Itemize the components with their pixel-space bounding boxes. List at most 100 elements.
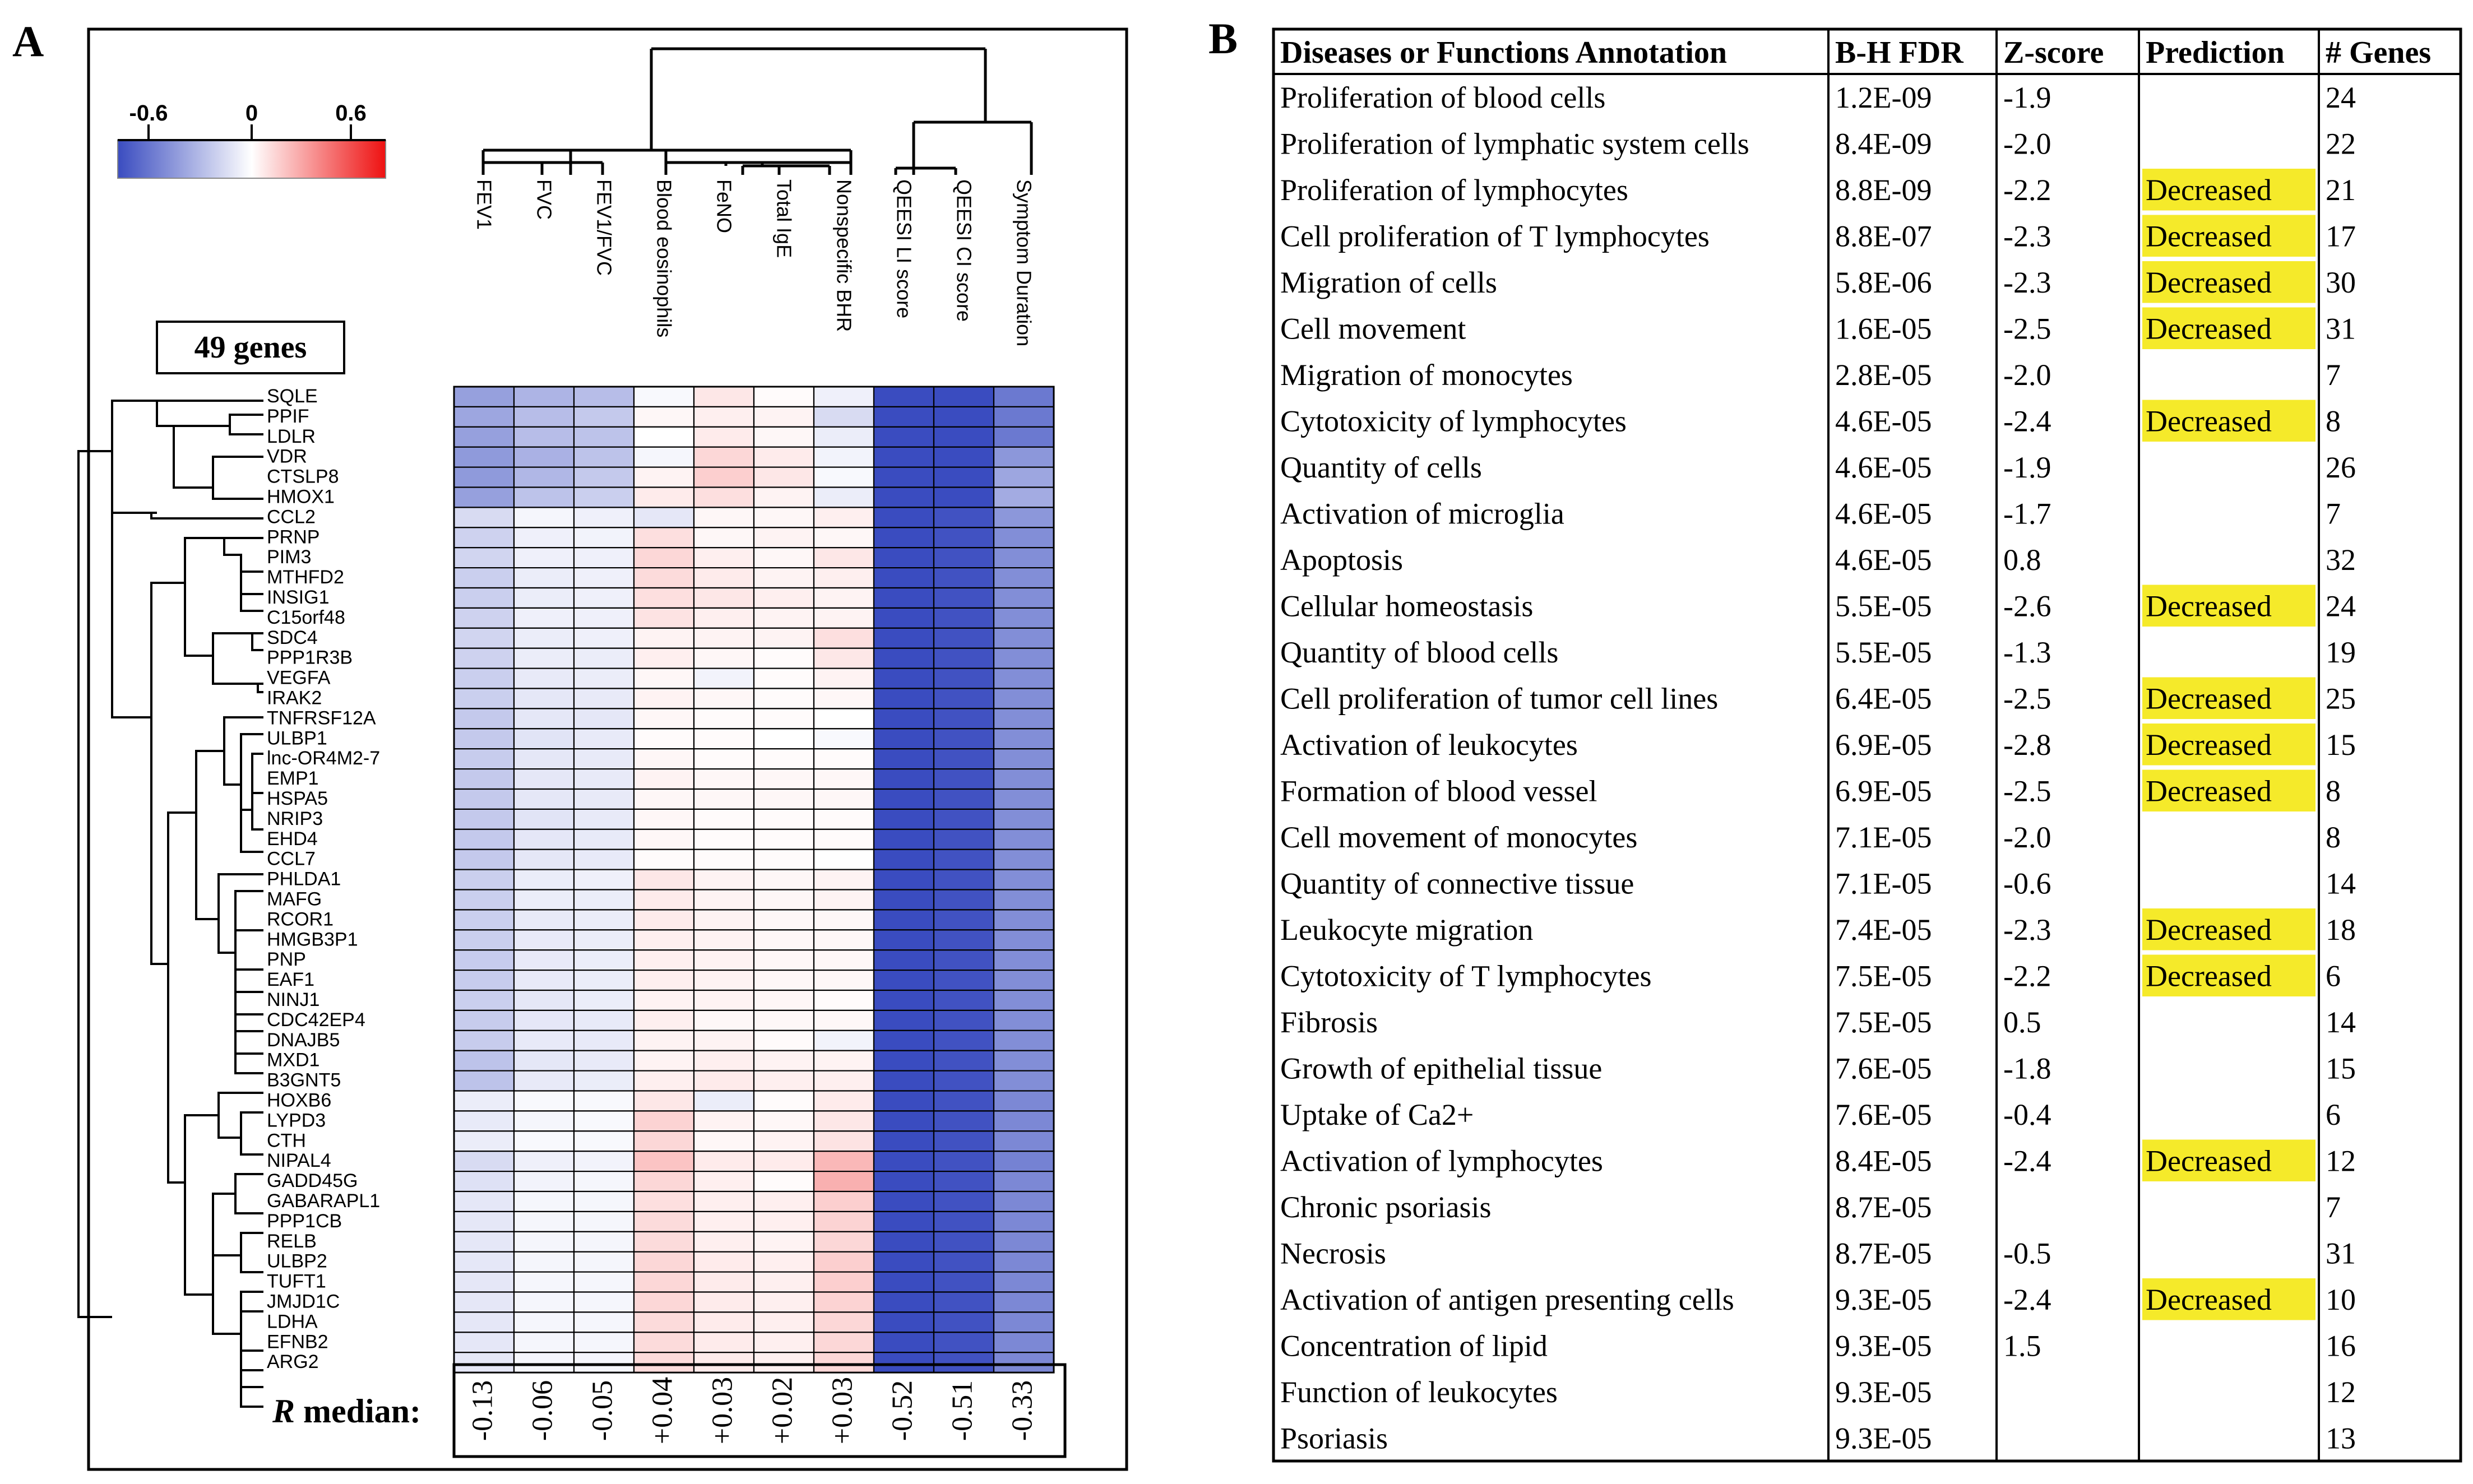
heatmap-cell [873, 1352, 935, 1374]
table-cell: Uptake of Ca2+ [1280, 1098, 1474, 1131]
heatmap-cell [993, 688, 1055, 709]
heatmap-cell [753, 1251, 815, 1273]
heatmap-cell [693, 406, 755, 428]
heatmap-cell [453, 989, 515, 1012]
heatmap-cell [753, 989, 815, 1012]
gene-label: RELB [267, 1231, 317, 1252]
heatmap-cell [513, 989, 575, 1012]
table-row: Migration of monocytes 2.8E-05 -2.0 7 [1280, 358, 2341, 392]
heatmap-cell [693, 989, 755, 1012]
heatmap-cell [633, 929, 695, 951]
table-row: Fibrosis 7.5E-05 0.5 14 [1280, 1005, 2356, 1039]
heatmap-cell [453, 1151, 515, 1172]
heatmap-cell [993, 848, 1055, 870]
heatmap-cell [573, 989, 635, 1012]
heatmap-cell [693, 1110, 755, 1132]
heatmap-cell [573, 929, 635, 951]
heatmap-cell [633, 1190, 695, 1213]
heatmap-cell [573, 909, 635, 931]
heatmap-cell [633, 1151, 695, 1172]
heatmap-cell [933, 607, 995, 629]
heatmap-cell [513, 929, 575, 951]
column-label: Blood eosinophils [653, 179, 676, 337]
heatmap-cell [873, 1231, 935, 1253]
heatmap-cell [813, 446, 875, 468]
heatmap-cell [693, 567, 755, 589]
heatmap-cell [933, 1332, 995, 1353]
heatmap-cell [573, 667, 635, 689]
heatmap-cell [753, 808, 815, 830]
heatmap-cell [753, 869, 815, 891]
heatmap-cell [693, 426, 755, 448]
heatmap-cell [693, 1070, 755, 1092]
heatmap-cell [453, 1190, 515, 1213]
heatmap-cell [993, 748, 1055, 770]
heatmap-cell [573, 949, 635, 971]
gene-label: EAF1 [267, 969, 314, 990]
heatmap-cell [933, 1190, 995, 1213]
heatmap-cell [693, 869, 755, 891]
heatmap-cell [993, 909, 1055, 931]
heatmap-cell [873, 869, 935, 891]
heatmap-cell [993, 647, 1055, 669]
heatmap-cell [873, 808, 935, 830]
prediction-highlight [2142, 400, 2315, 442]
table-row: Cell movement of monocytes 7.1E-05 -2.0 8 [1280, 820, 2341, 854]
heatmap-cell [993, 406, 1055, 428]
table-cell: 4.6E-05 [1835, 543, 1932, 577]
heatmap-cell [633, 728, 695, 750]
heatmap-cell [693, 969, 755, 991]
gene-label: PPP1CB [267, 1211, 342, 1232]
table-cell: 19 [2326, 636, 2356, 669]
heatmap-cell [573, 647, 635, 669]
heatmap-cell [513, 426, 575, 448]
heatmap-cell [873, 567, 935, 589]
table-cell: 7.6E-05 [1835, 1052, 1932, 1086]
heatmap-cell [453, 728, 515, 750]
heatmap-cell [513, 828, 575, 850]
heatmap-cell [453, 1110, 515, 1132]
heatmap-cell [573, 1291, 635, 1313]
table-cell: 31 [2326, 312, 2356, 346]
median-value: +0.03 [707, 1377, 739, 1444]
median-value: -0.06 [527, 1380, 559, 1441]
table-cell: 22 [2326, 127, 2356, 161]
median-values: -0.13 -0.06 -0.05 +0.04 +0.03 +0.02 +0.03 -0.52… [467, 1377, 1039, 1444]
heatmap-cell [513, 1352, 575, 1374]
heatmap-cell [813, 1352, 875, 1374]
heatmap-cell [873, 627, 935, 649]
heatmap-cell [873, 667, 935, 689]
heatmap-cell [633, 969, 695, 991]
heatmap-cell [753, 949, 815, 971]
heatmap-cell [693, 728, 755, 750]
heatmap-cell [633, 507, 695, 528]
heatmap-cell [753, 1070, 815, 1092]
heatmap-cell [633, 486, 695, 508]
column-label: FVC [533, 179, 556, 220]
heatmap-cell [453, 647, 515, 669]
heatmap-cell [933, 1171, 995, 1193]
heatmap-cell [753, 386, 815, 408]
heatmap-cell [813, 1332, 875, 1353]
table-cell: Decreased [2146, 220, 2272, 253]
heatmap-cell [513, 969, 575, 991]
heatmap-cell [453, 1271, 515, 1293]
heatmap-cell [513, 1251, 575, 1273]
heatmap-cell [993, 768, 1055, 790]
heatmap-cell [873, 1070, 935, 1092]
heatmap-cell [993, 1332, 1055, 1353]
heatmap-cell [813, 828, 875, 850]
heatmap-cell [993, 1251, 1055, 1273]
heatmap-cell [573, 828, 635, 850]
heatmap-cell [873, 607, 935, 629]
heatmap-cell [573, 1171, 635, 1193]
heatmap-cell [573, 1151, 635, 1172]
heatmap-cell [573, 708, 635, 730]
heatmap-cell [993, 989, 1055, 1012]
table-cell: 16 [2326, 1329, 2356, 1363]
gene-label: ARG2 [267, 1351, 319, 1372]
table-cell: -2.3 [2003, 220, 2051, 253]
heatmap-cell [933, 486, 995, 508]
heatmap-cell [693, 708, 755, 730]
prediction-highlight [2142, 954, 2315, 996]
